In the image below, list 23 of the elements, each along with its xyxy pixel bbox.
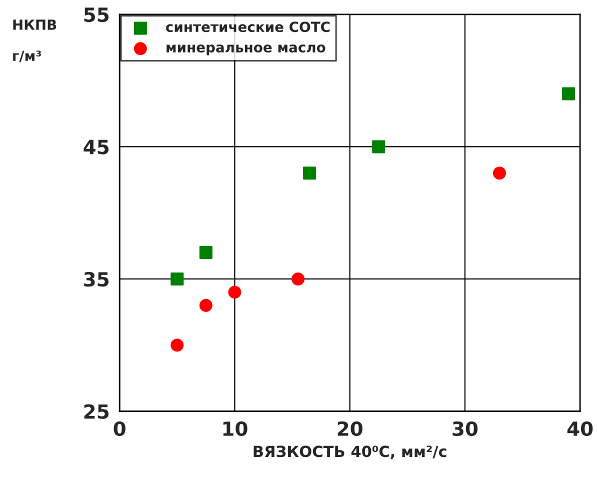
x-tick-label: 0 <box>114 421 126 436</box>
point <box>562 87 576 100</box>
point <box>372 140 386 154</box>
point <box>292 272 305 286</box>
x-tick-label: 30 <box>452 421 478 436</box>
y-tick-label: 55 <box>84 8 109 22</box>
point <box>228 286 242 299</box>
x-axis-title: ВЯЗКОСТЬ 40⁰С, мм²/с <box>254 446 446 460</box>
x-tick-label: 40 <box>567 421 593 436</box>
x-tick-label: 20 <box>338 421 362 436</box>
legend-label: минеральное масло <box>166 44 326 56</box>
x-tick-label: 10 <box>223 421 248 436</box>
point <box>492 166 506 180</box>
point <box>199 298 212 312</box>
y-tick-label: 25 <box>84 404 109 419</box>
y-tick-label: 35 <box>84 272 109 287</box>
text: НКПВ г/м³ <box>13 20 56 62</box>
y-tick-label: 45 <box>84 140 109 154</box>
point <box>199 246 212 260</box>
point <box>303 166 316 180</box>
point <box>170 338 184 352</box>
legend-label: синтетические СОТС <box>166 22 330 32</box>
point <box>170 272 184 286</box>
